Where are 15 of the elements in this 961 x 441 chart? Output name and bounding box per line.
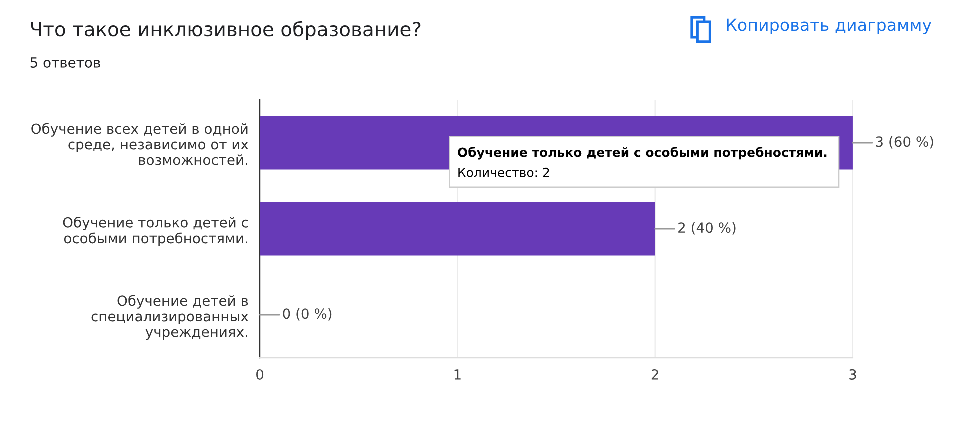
text: Копировать диаграмму: [727, 18, 932, 35]
data-label: 0 (0 %): [283, 308, 332, 321]
x-tick-label: 2: [652, 369, 658, 380]
y-tick-label: Обучение всех детей в одной среде, независимо от их возможностей.: [32, 123, 248, 166]
x-tick-label: 0: [256, 369, 264, 380]
annotation: Количество: 2: [458, 168, 550, 178]
x-tick-label: 3: [850, 369, 856, 380]
chart-title: Что такое инклюзивное образование?: [31, 21, 421, 40]
x-tick-label: 1: [454, 370, 461, 380]
y-tick-label: Обучение только детей с особыми потребностями.: [63, 216, 248, 246]
annotation: Обучение только детей с особыми потребностями.: [458, 147, 827, 160]
text: 5 ответов: [30, 58, 100, 68]
y-tick-label: Обучение детей в специализированных учреждениях.: [92, 295, 248, 340]
data-label: 3 (60 %): [876, 136, 934, 149]
data-label: 2 (40 %): [678, 222, 736, 235]
